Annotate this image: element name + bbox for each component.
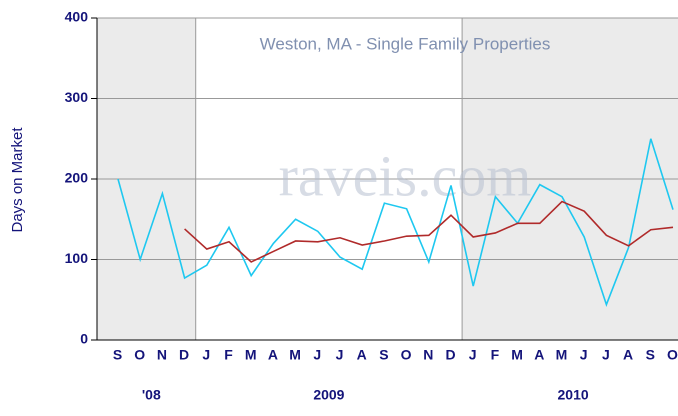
x-tick-label: O — [401, 347, 413, 363]
x-tick-label: M — [245, 347, 258, 363]
x-tick-label: J — [336, 347, 345, 363]
x-tick-label: J — [313, 347, 322, 363]
y-tick-label: 400 — [65, 9, 89, 25]
plot-background — [97, 17, 678, 341]
x-tick-label: A — [268, 347, 279, 363]
x-tick-label: N — [157, 347, 168, 363]
year-label: 2010 — [558, 387, 589, 403]
x-tick-label: A — [623, 347, 634, 363]
x-tick-label: M — [511, 347, 524, 363]
y-tick-label: 100 — [65, 250, 89, 266]
x-tick-label: M — [556, 347, 569, 363]
year-label: '08 — [142, 387, 161, 403]
y-tick-label: 200 — [65, 170, 89, 186]
x-tick-label: F — [491, 347, 501, 363]
x-tick-label: O — [134, 347, 146, 363]
x-tick-label: O — [667, 347, 678, 363]
x-tick-label: J — [469, 347, 478, 363]
series-line — [184, 200, 674, 263]
x-tick-label: J — [580, 347, 589, 363]
y-tick-label: 300 — [65, 89, 89, 105]
y-axis-label: Days on Market — [9, 127, 26, 233]
x-tick-label: J — [602, 347, 611, 363]
watermark: raveis.com — [279, 143, 532, 208]
x-tick-label: S — [646, 347, 656, 363]
x-tick-label: N — [423, 347, 434, 363]
x-tick-label: A — [357, 347, 368, 363]
x-tick-label: M — [289, 347, 302, 363]
x-tick-label: S — [113, 347, 123, 363]
year-label: 2009 — [313, 387, 344, 403]
x-tick-label: F — [224, 347, 234, 363]
y-tick-label: 0 — [80, 331, 88, 347]
x-tick-label: D — [179, 347, 190, 363]
series-line — [117, 138, 674, 307]
x-tick-label: D — [445, 347, 456, 363]
x-tick-label: S — [379, 347, 389, 363]
x-tick-label: A — [534, 347, 545, 363]
chart-title: Weston, MA - Single Family Properties — [260, 34, 551, 53]
x-tick-label: J — [202, 347, 211, 363]
